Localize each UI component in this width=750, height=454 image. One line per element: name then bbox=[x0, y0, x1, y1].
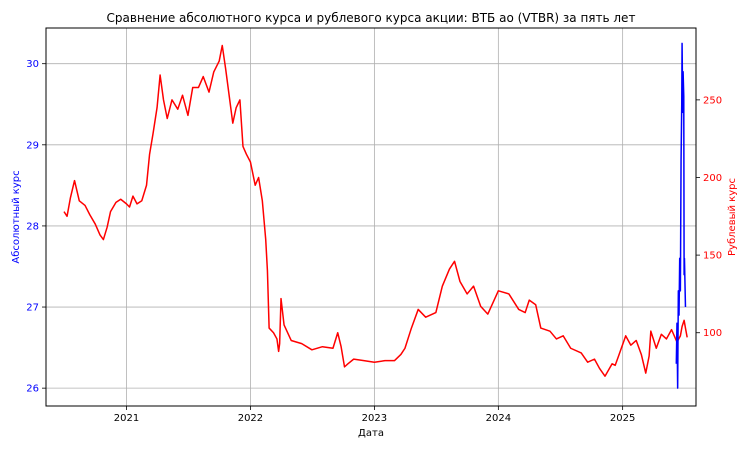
x-tick-label: 2025 bbox=[610, 413, 635, 424]
left-axis-label: Абсолютный курс bbox=[11, 170, 22, 263]
right-tick-label: 150 bbox=[703, 251, 722, 262]
series-layer bbox=[63, 42, 688, 389]
left-tick-label: 28 bbox=[26, 221, 39, 232]
left-tick-label: 26 bbox=[26, 384, 39, 395]
grid-lines bbox=[46, 28, 696, 406]
right-tick-label: 100 bbox=[703, 328, 722, 339]
x-tick-label: 2021 bbox=[114, 413, 139, 424]
x-tick-label: 2023 bbox=[362, 413, 387, 424]
axes: 2021 2022 2023 2024 2025 26 27 28 29 30 100 150 200 2… bbox=[26, 59, 722, 424]
plot-frame bbox=[45, 27, 697, 407]
ruble-price-line bbox=[63, 44, 688, 377]
left-tick-label: 30 bbox=[26, 59, 39, 70]
x-axis-label: Дата bbox=[358, 428, 384, 439]
chart-title: Сравнение абсолютного курса и рублевого … bbox=[107, 11, 636, 25]
x-tick-label: 2022 bbox=[238, 413, 263, 424]
right-axis-label: Рублевый курс bbox=[727, 178, 738, 256]
right-tick-label: 250 bbox=[703, 95, 722, 106]
absolute-price-line bbox=[675, 42, 687, 389]
right-tick-label: 200 bbox=[703, 173, 722, 184]
left-tick-label: 29 bbox=[26, 140, 39, 151]
left-tick-label: 27 bbox=[26, 303, 39, 314]
x-tick-label: 2024 bbox=[486, 413, 511, 424]
